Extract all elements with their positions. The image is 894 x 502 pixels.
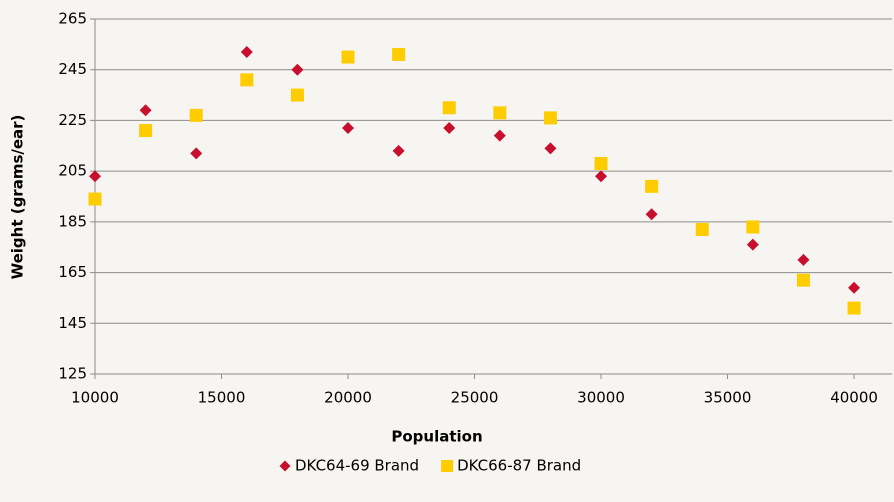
x-tick-label: 10000 (71, 389, 119, 407)
point (240, 73, 254, 87)
point (544, 142, 557, 155)
point (746, 220, 760, 234)
point (443, 122, 456, 135)
y-tick-label: 245 (58, 60, 87, 78)
x-tick-label: 20000 (324, 389, 372, 407)
point (392, 48, 406, 61)
x-axis-label: Population (391, 428, 482, 446)
point (442, 101, 456, 115)
point (139, 104, 152, 117)
point (88, 192, 102, 206)
x-tick-label: 35000 (704, 389, 752, 407)
point (240, 45, 253, 58)
y-tick-label: 145 (58, 314, 87, 332)
y-tick-label: 265 (58, 10, 87, 28)
y-tick-label: 165 (58, 263, 87, 281)
point (594, 157, 608, 171)
point (493, 129, 506, 142)
y-tick-label: 125 (58, 365, 87, 383)
point (392, 144, 405, 157)
y-axis-label: Weight (grams/ear) (9, 115, 27, 280)
legend-marker (441, 460, 454, 472)
point (189, 108, 203, 122)
point (290, 88, 304, 102)
point (645, 208, 658, 221)
legend-marker (279, 460, 291, 472)
point (342, 122, 355, 135)
point (89, 170, 101, 183)
x-tick-label: 30000 (577, 389, 625, 407)
point (139, 124, 153, 138)
x-tick-label: 15000 (198, 389, 246, 407)
point (847, 301, 861, 315)
y-tick-label: 225 (58, 111, 87, 129)
point (695, 222, 709, 236)
y-tick-label: 185 (58, 212, 87, 230)
point (797, 253, 810, 266)
legend-label: DKC66-87 Brand (457, 457, 581, 475)
point (493, 106, 507, 120)
x-tick-label: 25000 (451, 389, 499, 407)
point (543, 111, 557, 125)
point (796, 273, 810, 287)
point (595, 170, 608, 183)
point (291, 63, 304, 76)
legend-label: DKC64-69 Brand (295, 457, 419, 475)
point (848, 281, 861, 294)
point (341, 50, 355, 64)
point (190, 147, 203, 160)
x-tick-label: 40000 (830, 389, 878, 407)
point (746, 238, 759, 251)
y-tick-label: 205 (58, 162, 87, 180)
point (645, 179, 659, 193)
